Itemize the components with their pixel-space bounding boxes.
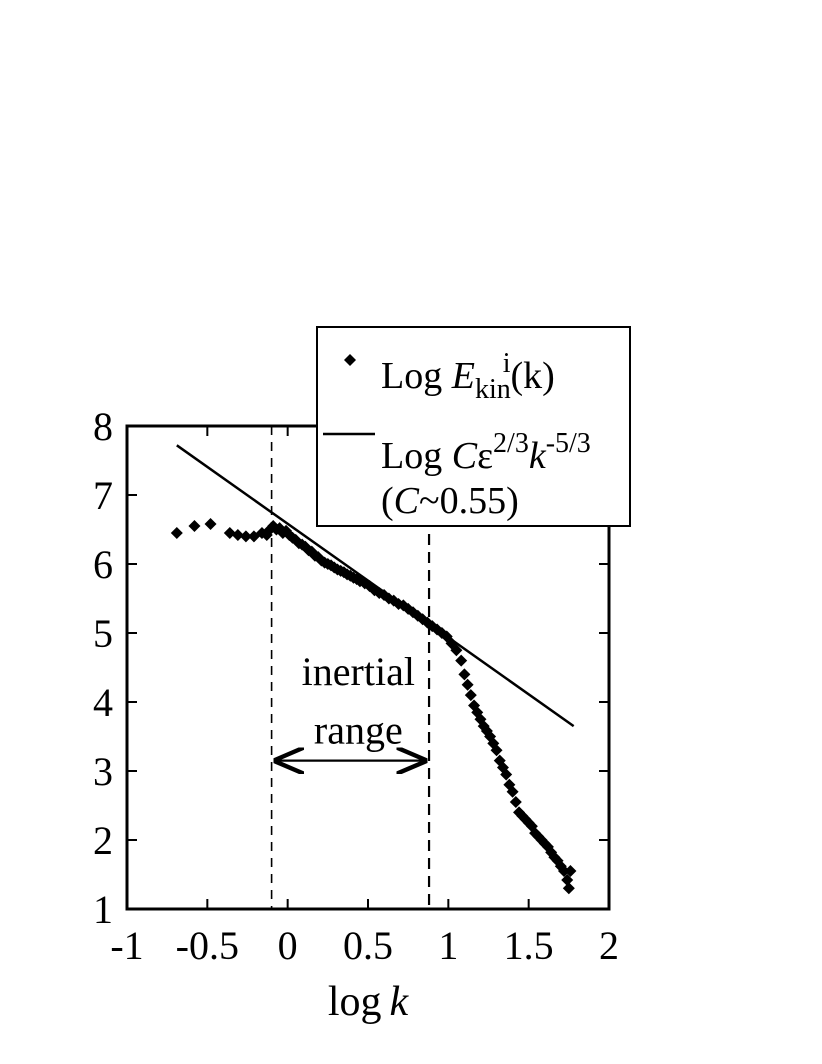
- y-tick-label: 8: [93, 404, 113, 449]
- x-axis-label-var: k: [390, 979, 410, 1025]
- series-layer: [170, 444, 577, 895]
- legend-label-1: Log Ekini(k): [381, 348, 555, 405]
- data-point-diamond: [461, 678, 474, 691]
- x-tick-label: -1: [110, 923, 143, 968]
- data-point-diamond: [455, 654, 468, 667]
- legend-box: [316, 326, 631, 527]
- annotations: inertial range: [270, 426, 431, 909]
- data-point-diamond: [506, 785, 519, 798]
- data-point-diamond: [204, 517, 217, 530]
- data-point-diamond: [231, 529, 244, 542]
- y-tick-label: 5: [93, 611, 113, 656]
- data-point-diamond: [239, 530, 252, 543]
- data-point-diamond: [188, 520, 201, 533]
- legend-label-1-prefix: Log: [381, 355, 452, 397]
- y-tick-label: 7: [93, 473, 113, 518]
- x-axis-label-prefix: log: [328, 979, 382, 1025]
- x-tick-label: 2: [599, 923, 619, 968]
- data-point-diamond: [458, 668, 471, 681]
- y-tick-label: 4: [93, 680, 113, 725]
- data-point-diamond: [450, 644, 463, 657]
- data-point-diamond: [562, 882, 575, 895]
- y-tick-label: 3: [93, 749, 113, 794]
- data-point-diamond: [564, 865, 577, 878]
- x-tick-label: 1.5: [504, 923, 554, 968]
- x-tick-label: 1: [438, 923, 458, 968]
- y-tick-label: 6: [93, 542, 113, 587]
- data-point-diamond: [500, 768, 513, 781]
- legend: Log Ekini(k) Log Cε2/3k-5/3 (C~0.55): [316, 326, 631, 527]
- data-point-diamond: [170, 526, 183, 539]
- x-axis-ticks: -1 -0.5 0 0.5 1 1.5 2: [110, 426, 619, 968]
- legend-marker-diamond: [344, 354, 356, 366]
- data-point-diamond: [464, 689, 477, 702]
- inertial-label-line1: inertial: [302, 649, 415, 694]
- data-point-diamond: [509, 796, 522, 809]
- legend-label-1-var: E: [451, 355, 475, 397]
- y-tick-label: 2: [93, 818, 113, 863]
- x-tick-label: 0: [278, 923, 298, 968]
- x-tick-label: -0.5: [176, 923, 239, 968]
- legend-label-2: Log Cε2/3k-5/3: [381, 428, 591, 477]
- y-axis-ticks: 1 2 3 4 5 6 7 8: [93, 404, 609, 932]
- x-tick-label: 0.5: [343, 923, 393, 968]
- data-point-diamond: [490, 744, 503, 757]
- legend-label-1-suffix: (k): [511, 355, 555, 397]
- x-axis-label: log k: [328, 979, 410, 1025]
- inertial-label-line2: range: [314, 708, 403, 753]
- y-tick-label: 1: [93, 887, 113, 932]
- data-point-diamond: [561, 874, 574, 887]
- legend-label-1-sup: i: [503, 348, 511, 379]
- data-point-diamond: [558, 865, 571, 878]
- legend-label-2-line2: (C~0.55): [381, 480, 519, 522]
- kolmogorov-fit-line: [176, 444, 575, 728]
- legend-label-1-sub: kin: [475, 374, 511, 405]
